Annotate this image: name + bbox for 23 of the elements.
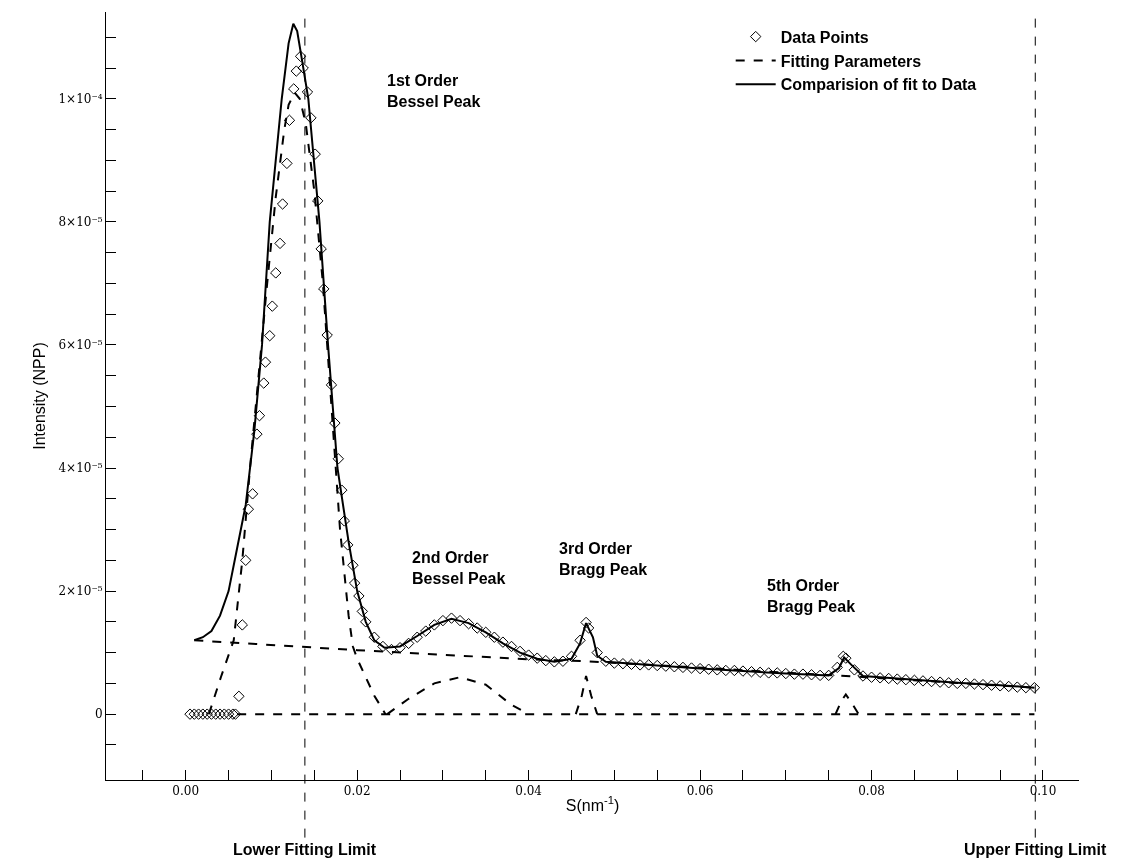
annotation: 5th Order Bragg Peak [767,577,856,615]
y-tick-label: 2×10⁻⁵ [58,584,103,599]
annotation: 1st Order Bessel Peak [387,72,481,110]
y-tick-label: 4×10⁻⁵ [58,461,103,476]
x-axis-title: S(nm$^{-1}$) [565,794,620,815]
x-tick-label: 0.02 [343,784,371,799]
legend-label: Comparision of fit to Data [780,76,977,94]
legend-label: Data Points [780,28,869,46]
x-tick-label: 0.06 [686,784,714,799]
ref-line-label: Lower Fitting Limit [233,841,377,858]
annotation: 2nd Order Bessel Peak [412,549,506,587]
x-tick-label: 0.08 [858,784,885,799]
y-tick-label: 8×10⁻⁵ [58,215,103,230]
y-axis-title: Intensity (NPP) [31,342,49,450]
x-tick-label: 0.00 [172,784,200,799]
x-tick-label: 0.04 [515,784,543,799]
annotation: 3rd Order Bragg Peak [559,540,648,578]
ref-line-label: Upper Fitting Limit [964,841,1107,858]
y-tick-label: 1×10⁻⁴ [58,91,103,106]
y-tick-label: 0 [94,707,103,722]
x-tick-label: 0.10 [1029,784,1057,799]
y-tick-label: 6×10⁻⁵ [58,338,103,353]
legend-label: Fitting Parameters [780,52,922,70]
